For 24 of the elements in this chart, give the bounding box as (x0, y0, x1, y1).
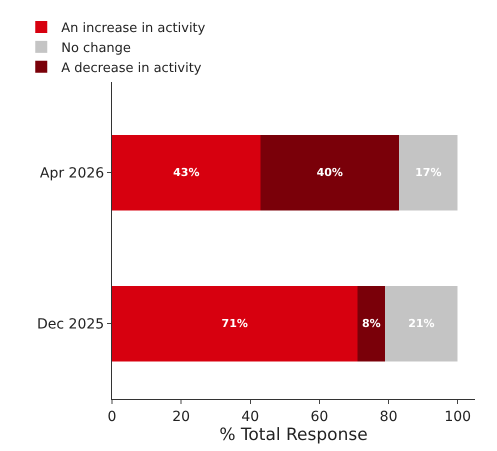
bar (112, 134, 261, 210)
bar (357, 286, 386, 362)
bar (385, 286, 458, 362)
y-tick-label: Apr 2026 (40, 165, 104, 182)
x-tick-label: 100 (444, 408, 472, 425)
bar (260, 134, 399, 210)
legend-label: A decrease in activity (61, 60, 202, 76)
x-tick-label: 80 (380, 408, 398, 425)
data-label: 43% (173, 166, 200, 180)
legend-label: An increase in activity (61, 21, 206, 36)
x-tick-label: 40 (241, 408, 260, 425)
y-tick-label: Dec 2025 (37, 316, 104, 332)
x-tick-label: 20 (172, 408, 190, 425)
data-label: 17% (415, 166, 442, 180)
data-label: 21% (408, 317, 435, 330)
x-tick-label: 0 (108, 408, 116, 425)
bar (398, 134, 458, 210)
x-axis-title: % Total Response (219, 424, 368, 445)
data-label: 71% (222, 317, 248, 330)
data-label: 8% (362, 317, 381, 330)
data-label: 40% (316, 166, 343, 180)
legend-label: No change (61, 40, 131, 56)
x-tick-label: 60 (310, 408, 328, 425)
bar (112, 286, 358, 362)
